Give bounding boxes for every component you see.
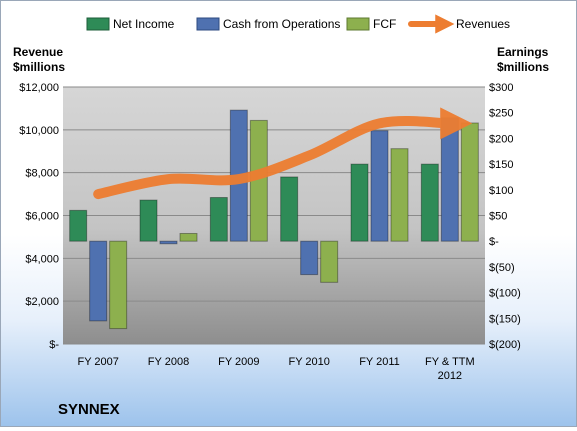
bar-fcf-fy-2007: [109, 240, 128, 330]
bar-fcf-fy-2008: [179, 232, 198, 242]
legend-label-net-income: Net Income: [113, 17, 175, 31]
bar-net-income-fy-2008: [139, 199, 158, 242]
x-tick-label: FY 2010: [288, 356, 329, 368]
right-axis-title-line1: Earnings: [497, 45, 549, 59]
bar-cash-from-operations-fy-ttm-2012: [440, 117, 459, 242]
legend-swatch-net-income: [86, 17, 110, 31]
revenue-line-path: [93, 107, 473, 200]
right-tick-label: $50: [489, 211, 507, 223]
right-tick-label: $100: [489, 185, 513, 197]
bar-cash-from-operations-fy-2011: [370, 130, 389, 242]
left-tick-label: $4,000: [25, 253, 59, 265]
right-tick-label: $250: [489, 108, 513, 120]
left-tick-label: $2,000: [25, 296, 59, 308]
right-tick-label: $(200): [489, 339, 521, 351]
x-tick-label: FY 2011: [359, 356, 400, 368]
x-tick-label: FY 2009: [218, 356, 259, 368]
right-axis-title-line2: $millions: [497, 60, 549, 74]
bar-fcf-fy-ttm-2012: [460, 122, 479, 242]
right-tick-label: $150: [489, 159, 513, 171]
bars: [69, 109, 479, 330]
legend-label-fcf: FCF: [373, 17, 396, 31]
legend-label-cash-from-operations: Cash from Operations: [223, 17, 340, 31]
company-name: SYNNEX: [58, 401, 120, 418]
right-tick-label: $300: [489, 82, 513, 94]
legend-swatch-fcf: [346, 17, 370, 31]
left-tick-label: $12,000: [19, 82, 59, 94]
bar-net-income-fy-ttm-2012: [420, 163, 439, 242]
x-tick-label: FY & TTM 2012: [425, 356, 475, 382]
bar-cash-from-operations-fy-2007: [89, 240, 108, 322]
left-tick-label: $6,000: [25, 211, 59, 223]
left-axis: $- $2,000 $4,000 $6,000 $8,000 $10,000 $12,000: [19, 82, 59, 351]
left-tick-label: $10,000: [19, 125, 59, 137]
right-tick-label: $(100): [489, 288, 521, 300]
bar-net-income-fy-2009: [209, 197, 228, 242]
right-tick-label: $-: [489, 236, 499, 248]
bar-cash-from-operations-fy-2008: [159, 240, 178, 245]
legend-swatch-cash-from-operations: [196, 17, 220, 31]
right-tick-label: $(50): [489, 262, 515, 274]
right-tick-label: $(150): [489, 313, 521, 325]
legend-label-revenues: Revenues: [456, 17, 510, 31]
left-axis-title-line1: Revenue: [13, 45, 63, 59]
revenue-line: [93, 107, 473, 200]
bar-net-income-fy-2007: [69, 209, 88, 242]
bar-net-income-fy-2011: [350, 163, 369, 242]
legend: Net Income Cash from Operations FCF Reve…: [86, 14, 510, 34]
bar-fcf-fy-2011: [390, 148, 409, 242]
x-axis: FY 2007 FY 2008 FY 2009 FY 2010 FY 2011 FY & …: [77, 356, 474, 382]
right-tick-label: $200: [489, 133, 513, 145]
x-tick-label: FY 2007: [77, 356, 118, 368]
left-tick-label: $-: [49, 339, 59, 351]
left-axis-title-line2: $millions: [13, 60, 65, 74]
x-tick-label: FY 2008: [148, 356, 189, 368]
left-tick-label: $8,000: [25, 168, 59, 180]
bar-net-income-fy-2010: [280, 176, 299, 242]
bar-fcf-fy-2010: [320, 240, 339, 283]
bar-cash-from-operations-fy-2010: [300, 240, 319, 276]
right-axis: $(200) $(150) $(100) $(50) $- $50 $100 $150 $200…: [489, 82, 521, 351]
